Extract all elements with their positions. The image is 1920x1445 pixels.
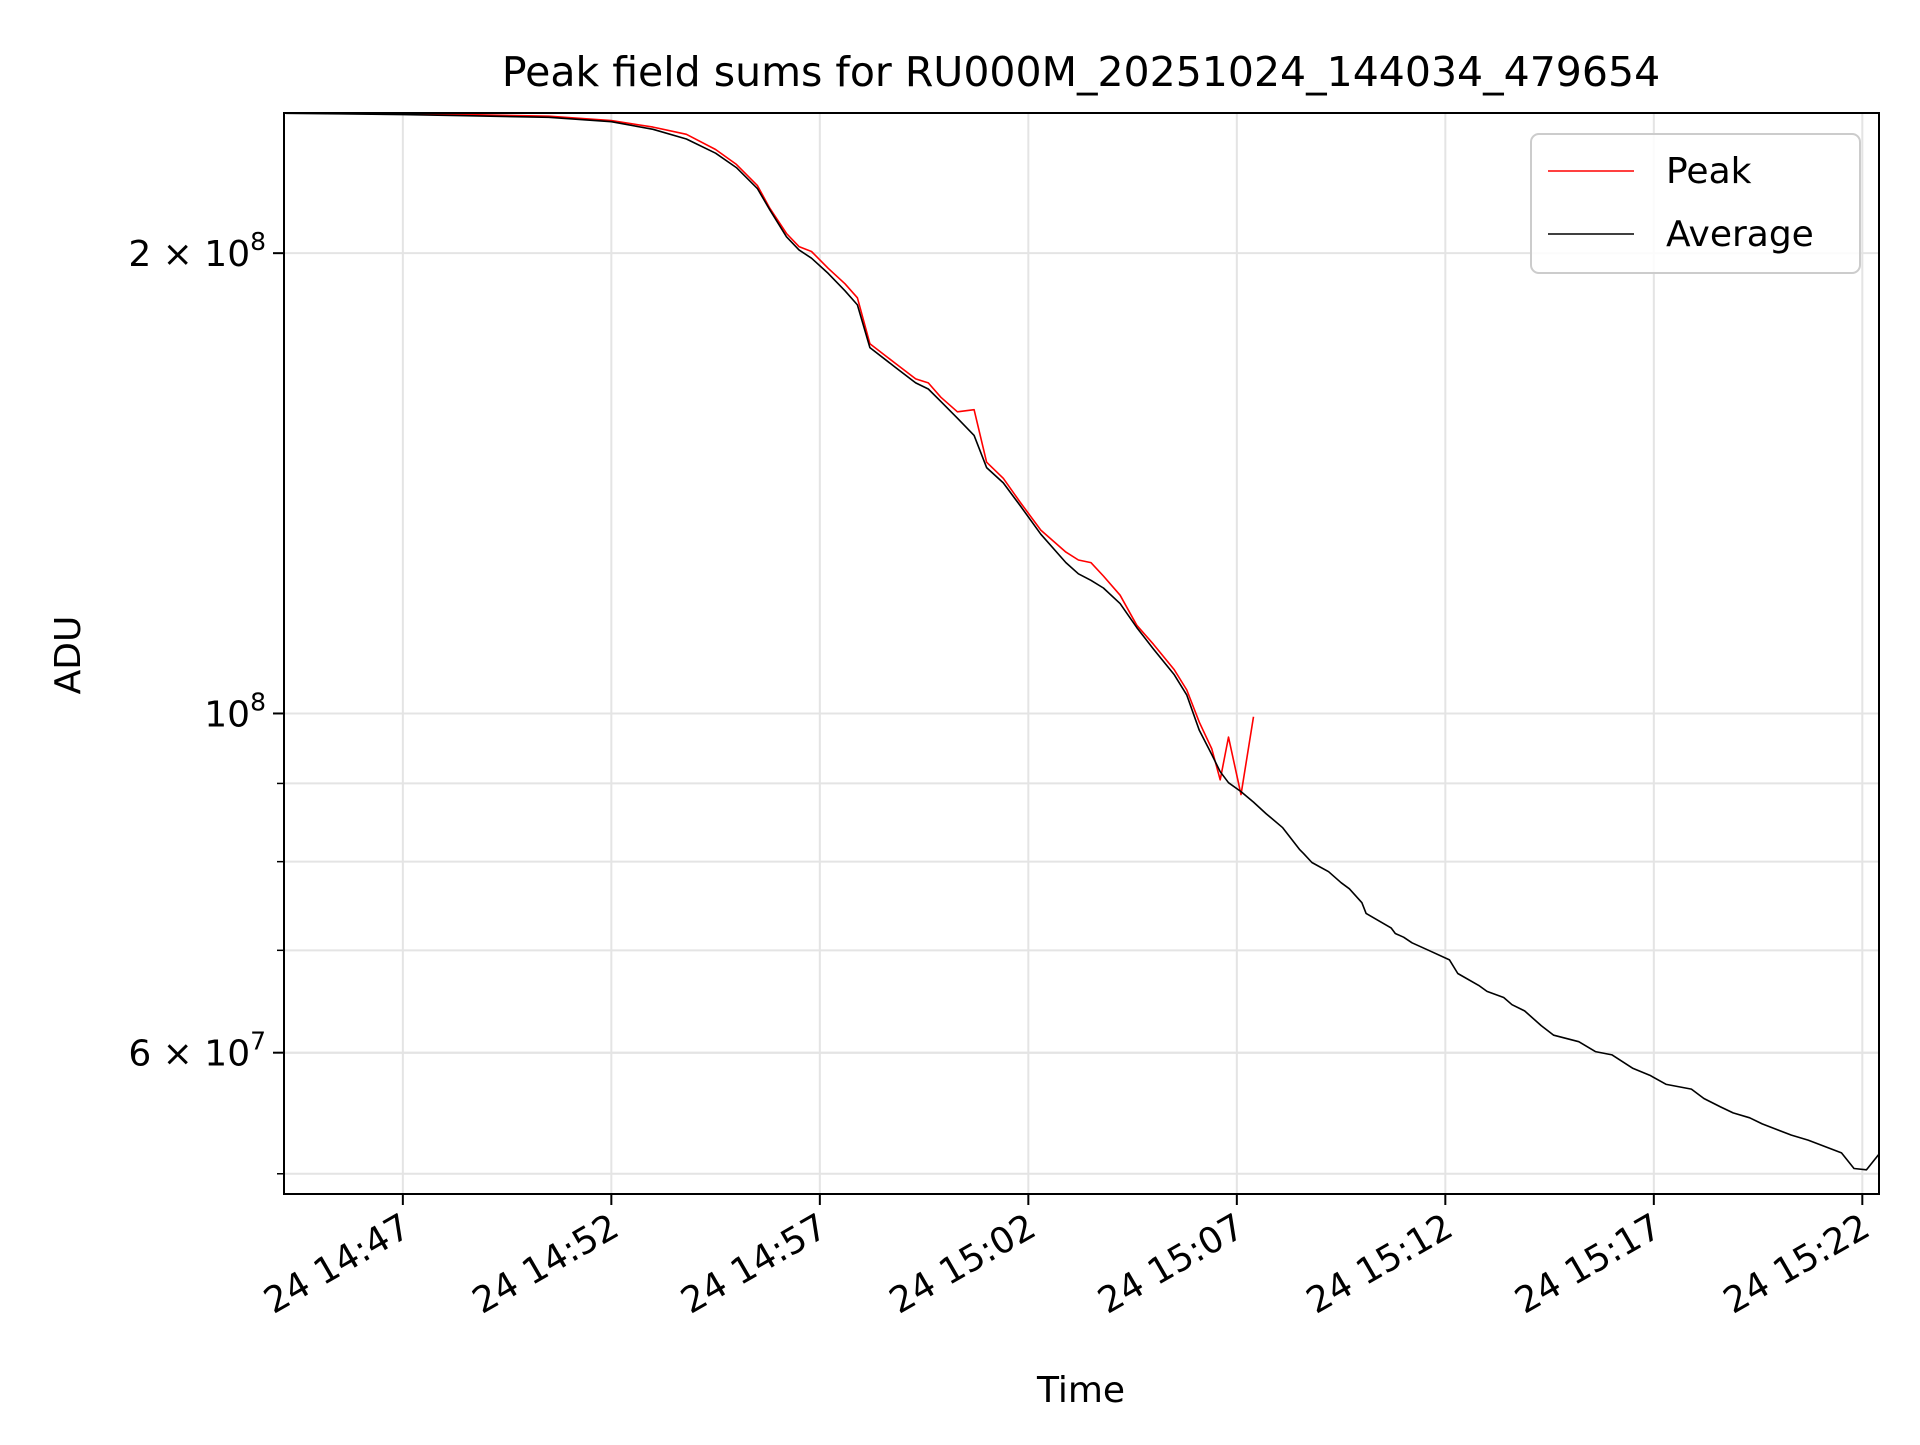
series-layer [286,112,1880,1171]
x-axis-label: Time [1036,1370,1125,1411]
y-tick-label: 6 × 107 [128,1027,266,1075]
series-line-peak [286,112,1255,796]
legend-box [1530,133,1861,274]
legend-label-average: Average [1666,214,1814,255]
legend: Peak Average [1530,133,1861,274]
grid [284,113,1879,1194]
y-tick-label: 2 × 108 [128,227,266,275]
y-axis-label: ADU [48,616,89,695]
plot-frame [283,112,1880,1195]
y-tick-label: 108 [204,687,266,735]
legend-label-peak: Peak [1666,151,1752,192]
series-line-average [286,112,1880,1171]
chart-title: Peak field sums for RU000M_20251024_1440… [502,48,1660,96]
